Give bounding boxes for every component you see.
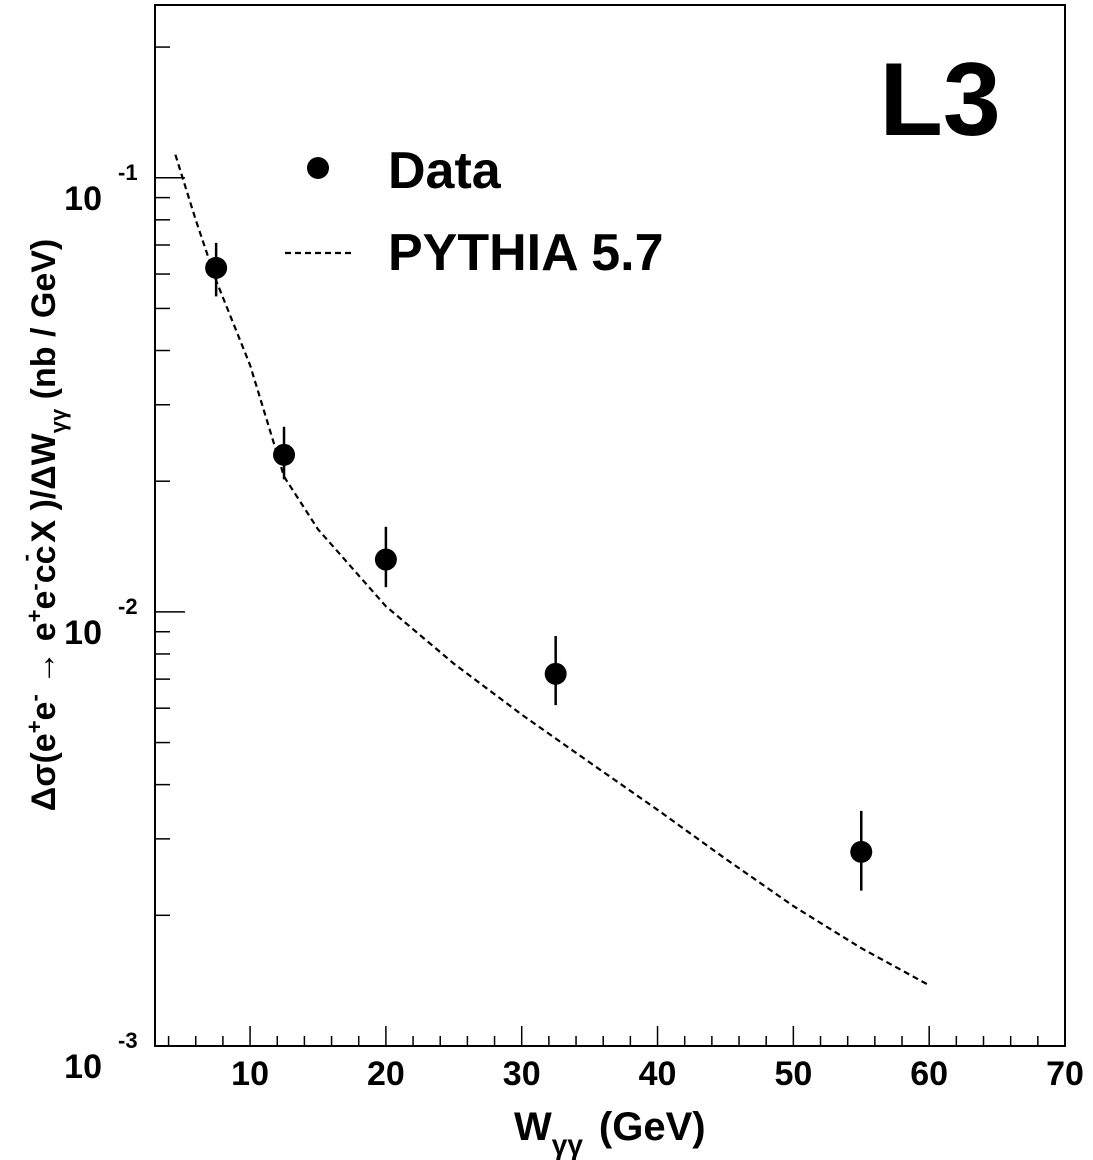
x-axis-ticks bbox=[167, 1026, 1066, 1046]
legend: Data PYTHIA 5.7 bbox=[285, 142, 664, 282]
experiment-label: L3 bbox=[879, 42, 1000, 158]
x-axis-title: Wγγ (GeV) bbox=[514, 1105, 706, 1160]
plot-frame bbox=[154, 4, 1066, 1047]
x-tick-label: 30 bbox=[503, 1055, 541, 1093]
data-points bbox=[205, 242, 873, 891]
data-point bbox=[850, 840, 873, 863]
y-tick-label-base: 10 bbox=[64, 614, 102, 652]
legend-data-marker bbox=[307, 157, 329, 179]
y-tick-label-base: 10 bbox=[64, 180, 102, 218]
x-tick-label: 40 bbox=[639, 1055, 677, 1093]
legend-data-label: Data bbox=[388, 142, 502, 200]
y-axis-title: Δσ(e+e- → e+e-cc- X )/ΔWγγ (nb / GeV) bbox=[13, 239, 71, 811]
x-tick-label: 60 bbox=[910, 1055, 948, 1093]
x-tick-label: 10 bbox=[231, 1055, 269, 1093]
x-axis-title-subscript: γγ bbox=[552, 1129, 584, 1160]
y-tick-label-exponent: -1 bbox=[118, 160, 138, 185]
data-point bbox=[205, 256, 228, 279]
x-tick-label: 70 bbox=[1046, 1055, 1084, 1093]
x-tick-label: 50 bbox=[774, 1055, 812, 1093]
y-axis-tick-labels: 10 -1 10 -2 10 -3 bbox=[64, 160, 137, 1086]
y-tick-label-base: 10 bbox=[64, 1048, 102, 1086]
y-axis-ticks bbox=[155, 46, 185, 1047]
y-tick-label-exponent: -3 bbox=[118, 1028, 138, 1053]
data-point bbox=[374, 548, 397, 571]
legend-model-label: PYTHIA 5.7 bbox=[388, 224, 664, 282]
x-axis-tick-labels: 10 20 30 40 50 60 70 bbox=[231, 1055, 1084, 1093]
y-tick-label-exponent: -2 bbox=[118, 594, 138, 619]
x-axis-title-unit: (GeV) bbox=[599, 1105, 706, 1149]
data-point bbox=[544, 662, 567, 685]
x-axis-title-main: W bbox=[514, 1105, 552, 1149]
data-point bbox=[273, 443, 296, 466]
pythia-curve bbox=[174, 154, 930, 987]
x-tick-label: 20 bbox=[367, 1055, 405, 1093]
